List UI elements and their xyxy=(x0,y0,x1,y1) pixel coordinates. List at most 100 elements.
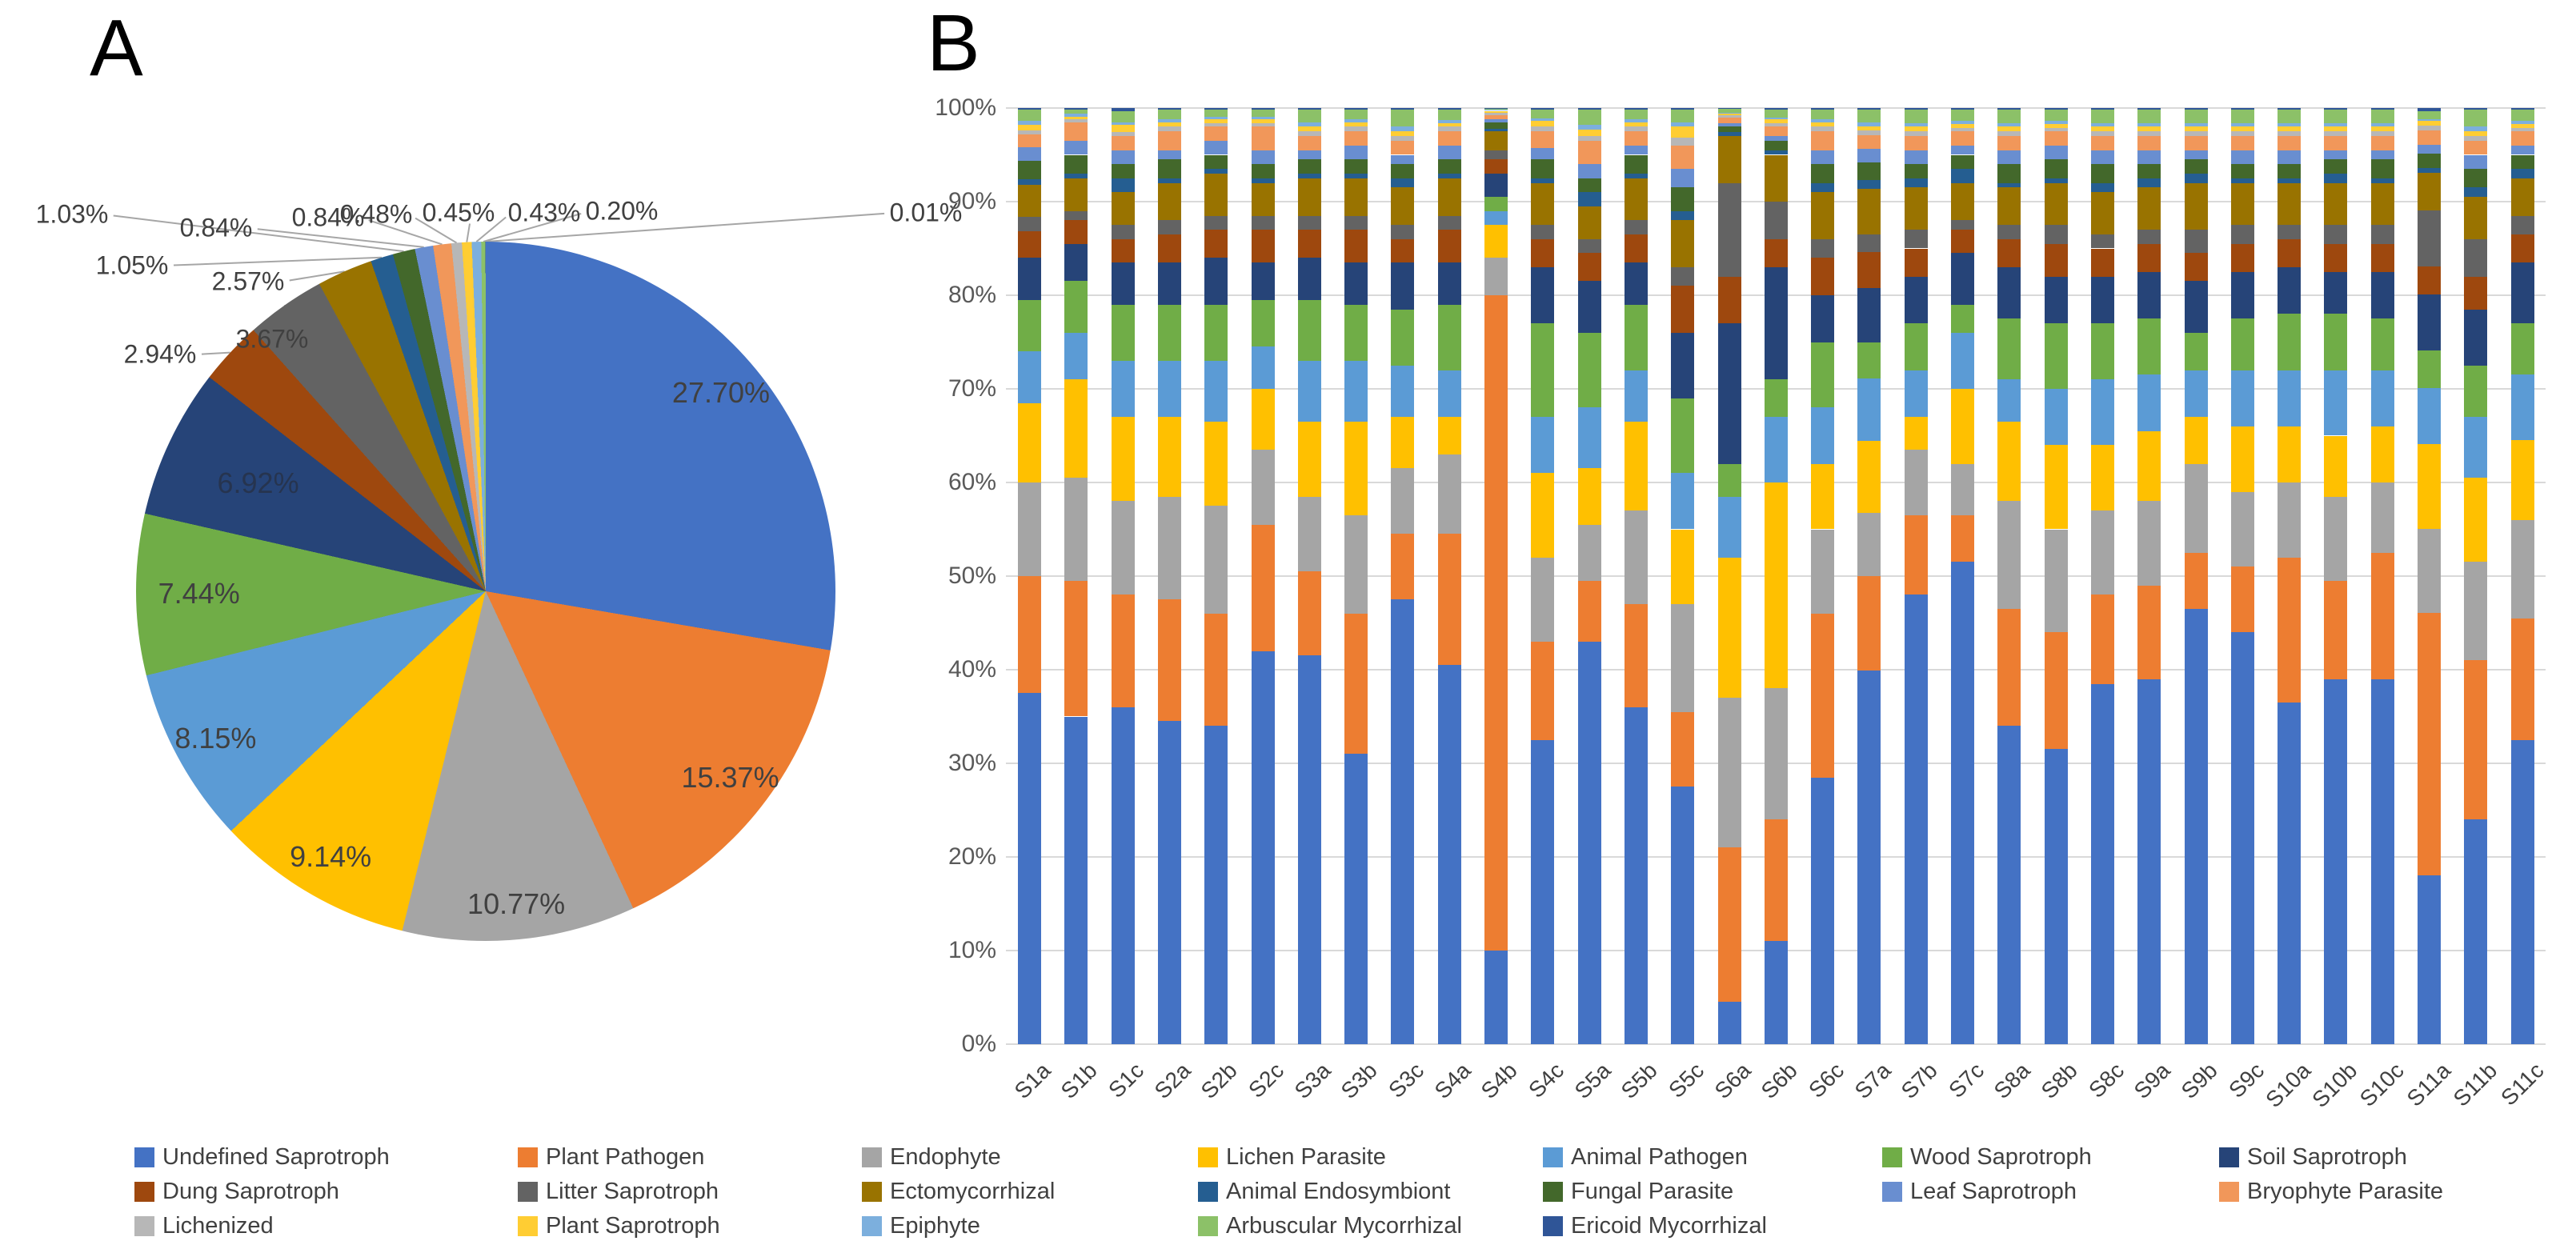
bar-segment xyxy=(1064,478,1088,581)
legend-swatch xyxy=(862,1147,882,1167)
legend-label: Soil Saprotroph xyxy=(2247,1144,2407,1170)
bar-segment xyxy=(2418,266,2441,295)
bar-segment xyxy=(2137,501,2161,586)
bar-segment xyxy=(1484,295,1508,951)
bar-segment xyxy=(1484,108,1508,110)
bar-segment xyxy=(1951,169,1974,183)
bar-segment xyxy=(1391,417,1415,469)
bar-segment xyxy=(1204,140,1228,155)
bar-segment xyxy=(1157,220,1181,234)
legend-item: Fungal Parasite xyxy=(1543,1179,1733,1205)
bar-segment xyxy=(1391,238,1415,263)
x-axis-category-label: S8b xyxy=(2036,1058,2082,1104)
bar-segment xyxy=(1391,178,1415,188)
bar-segment xyxy=(1951,463,1974,515)
bar-segment xyxy=(1111,122,1135,126)
legend-swatch xyxy=(862,1216,882,1236)
bar-segment xyxy=(1157,131,1181,150)
bar-segment xyxy=(1951,514,1974,562)
bar-segment xyxy=(1251,262,1275,300)
legend-item: Lichenized xyxy=(134,1213,274,1239)
bar-segment xyxy=(2418,144,2441,154)
bar-segment xyxy=(1344,304,1368,361)
bar-segment xyxy=(2510,154,2534,170)
bar-segment xyxy=(2137,318,2161,375)
bar-segment xyxy=(1111,110,1135,122)
legend-item: Wood Saprotroph xyxy=(1882,1144,2092,1171)
bar-segment xyxy=(1717,115,1741,118)
bar-segment xyxy=(1344,110,1368,120)
legend-swatch xyxy=(1882,1182,1902,1202)
bar-segment xyxy=(1951,110,1974,122)
bar-segment xyxy=(2184,281,2208,333)
x-axis-category-label: S9b xyxy=(2176,1058,2222,1104)
bar-segment xyxy=(1531,557,1555,642)
x-axis-category-label: S11a xyxy=(2402,1058,2455,1111)
bar-segment xyxy=(2510,262,2534,324)
bar-segment xyxy=(2184,608,2208,1044)
bar-segment xyxy=(1111,417,1135,502)
bar-segment xyxy=(1717,557,1741,699)
bar-segment xyxy=(2510,519,2534,618)
pie-slice-label: 0.45% xyxy=(422,198,495,227)
y-axis-tick: 60% xyxy=(947,469,996,495)
bar-segment xyxy=(1531,148,1555,160)
bar-segment xyxy=(1764,108,1788,110)
bar-segment xyxy=(2090,182,2114,193)
legend-swatch xyxy=(134,1147,154,1167)
bar-segment xyxy=(2278,182,2302,226)
bar-segment xyxy=(1531,323,1555,418)
bar-segment xyxy=(1064,116,1088,120)
bar-segment xyxy=(1391,309,1415,366)
bar-segment xyxy=(1717,463,1741,497)
bar-segment xyxy=(2418,121,2441,126)
x-axis-category-label: S1c xyxy=(1104,1058,1149,1103)
bar-segment xyxy=(1624,122,1648,127)
bar-segment xyxy=(1018,258,1041,300)
bar-segment xyxy=(1857,148,1881,162)
bar-segment xyxy=(2044,225,2068,244)
bar-segment xyxy=(1531,182,1555,226)
bar-segment xyxy=(2464,660,2488,820)
bar-segment xyxy=(2370,426,2394,482)
bar-segment xyxy=(1204,258,1228,305)
bar-segment xyxy=(2137,110,2161,123)
bar-segment xyxy=(2278,557,2302,703)
bar-segment xyxy=(2184,463,2208,553)
bar-segment xyxy=(1344,230,1368,263)
bar-segment xyxy=(1391,534,1415,600)
bar-segment xyxy=(1904,110,1928,123)
bar-segment xyxy=(2090,122,2114,127)
legend-label: Plant Saprotroph xyxy=(546,1213,720,1239)
bar-segment xyxy=(1111,150,1135,165)
bar-segment xyxy=(2510,123,2534,128)
bar-segment xyxy=(2137,150,2161,165)
bar-segment xyxy=(1671,286,1695,333)
pie-leader-line xyxy=(415,217,458,244)
bar-segment xyxy=(1997,726,2021,1044)
bar-segment xyxy=(1624,304,1648,370)
bar-segment xyxy=(2184,332,2208,370)
bar-segment xyxy=(2464,309,2488,366)
bar-segment xyxy=(2418,126,2441,131)
bar-segment xyxy=(2278,150,2302,165)
bar-segment xyxy=(2370,108,2394,110)
bar-segment xyxy=(1018,178,1041,185)
bar-segment xyxy=(2230,182,2254,226)
bar-segment xyxy=(1764,688,1788,820)
bar-segment xyxy=(1857,576,1881,671)
bar-segment xyxy=(1997,608,2021,727)
bar-segment xyxy=(1764,119,1788,123)
bar-segment xyxy=(1111,501,1135,595)
bar-segment xyxy=(1018,402,1041,482)
bar-segment xyxy=(1297,173,1321,178)
bar-segment xyxy=(2510,234,2534,263)
bar-segment xyxy=(2230,108,2254,110)
legend-swatch xyxy=(134,1216,154,1236)
bar-segment xyxy=(1671,220,1695,267)
bar-segment xyxy=(1997,238,2021,267)
bar-segment xyxy=(1717,496,1741,558)
bar-segment xyxy=(2137,164,2161,178)
bar-segment xyxy=(1624,234,1648,263)
bar-segment xyxy=(1764,154,1788,202)
